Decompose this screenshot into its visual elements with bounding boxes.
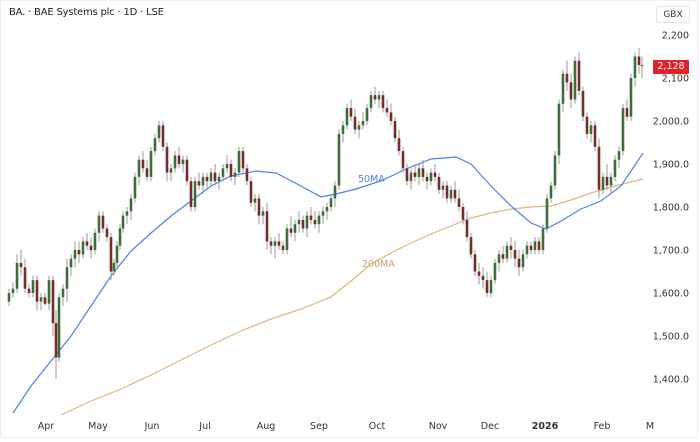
x-tick-label: Jul xyxy=(198,421,210,432)
x-tick-label: Nov xyxy=(429,421,448,432)
x-tick-label: Apr xyxy=(38,421,55,432)
candlestick-series xyxy=(7,47,644,379)
ma50-label: 50MA xyxy=(358,174,385,185)
x-tick-label: Jun xyxy=(144,421,160,432)
x-tick-label: Aug xyxy=(257,421,276,432)
y-tick-label: 2,000.0 xyxy=(653,117,689,128)
x-tick-label: Feb xyxy=(594,421,611,432)
last-price-label: 2,128 xyxy=(653,60,689,74)
x-axis: Apr May Jun Jul Aug Sep Oct Nov Dec 2026 Feb M xyxy=(38,421,654,432)
y-axis: 2,200 2,100 2,000.0 1,900.0 1,800.0 1,700.0 1,… xyxy=(653,31,689,386)
ma200-label: 200MA xyxy=(362,259,395,270)
x-tick-label: Sep xyxy=(310,421,328,432)
x-tick-label: M xyxy=(646,421,654,432)
y-tick-label: 1,500.0 xyxy=(653,332,689,343)
ma200-line xyxy=(60,178,644,416)
y-tick-label: 1,400.0 xyxy=(653,375,689,386)
y-tick-label: 1,600.0 xyxy=(653,289,689,300)
chart-title: BA. · BAE Systems plc · 1D · LSE xyxy=(9,7,164,18)
x-tick-label: Dec xyxy=(481,421,499,432)
x-tick-label: 2026 xyxy=(532,421,559,432)
currency-selector[interactable]: GBX xyxy=(656,6,690,23)
y-tick-label: 1,700.0 xyxy=(653,246,689,257)
y-tick-label: 1,800.0 xyxy=(653,203,689,214)
y-tick-label: 2,100 xyxy=(662,74,689,85)
y-tick-label: 2,200 xyxy=(662,31,689,42)
x-tick-label: Oct xyxy=(369,421,386,432)
ma50-line xyxy=(12,152,644,414)
y-tick-label: 1,900.0 xyxy=(653,160,689,171)
x-tick-label: May xyxy=(88,421,108,432)
